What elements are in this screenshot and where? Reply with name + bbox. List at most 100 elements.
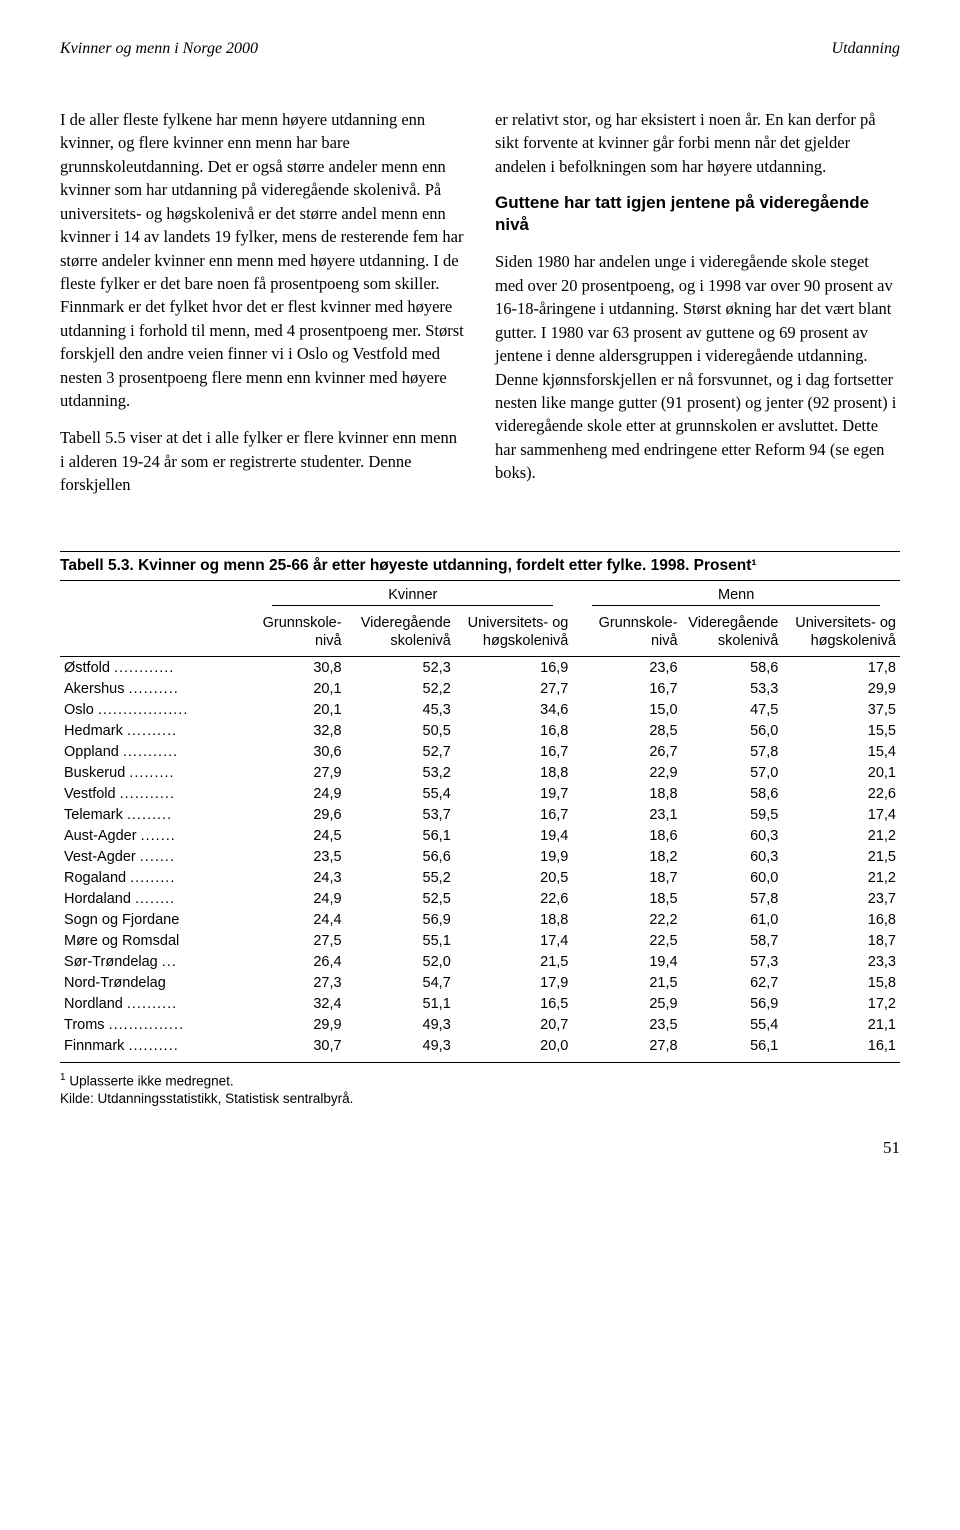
cell: 18,8 bbox=[455, 762, 573, 783]
row-label: Rogaland ......... bbox=[60, 867, 253, 888]
cell: 60,3 bbox=[682, 825, 783, 846]
cell: 18,7 bbox=[782, 930, 900, 951]
col-header: Universitets- oghøgskolenivå bbox=[782, 610, 900, 657]
cell: 56,1 bbox=[346, 825, 455, 846]
cell: 20,1 bbox=[782, 762, 900, 783]
body-columns: I de aller fleste fylkene har menn høyer… bbox=[60, 108, 900, 511]
table-caption: Tabell 5.3. Kvinner og menn 25-66 år ett… bbox=[60, 551, 900, 581]
cell: 49,3 bbox=[346, 1035, 455, 1062]
cell: 15,5 bbox=[782, 720, 900, 741]
cell: 57,0 bbox=[682, 762, 783, 783]
source-line: Kilde: Utdanningsstatistikk, Statistisk … bbox=[60, 1090, 900, 1108]
row-label: Møre og Romsdal bbox=[60, 930, 253, 951]
cell: 23,1 bbox=[572, 804, 681, 825]
footnote: 1 Uplasserte ikke medregnet. bbox=[60, 1071, 900, 1091]
row-label: Vest-Agder ....... bbox=[60, 846, 253, 867]
cell: 27,5 bbox=[253, 930, 345, 951]
cell: 21,5 bbox=[572, 972, 681, 993]
row-label: Hedmark .......... bbox=[60, 720, 253, 741]
cell: 17,8 bbox=[782, 657, 900, 679]
row-label: Aust-Agder ....... bbox=[60, 825, 253, 846]
cell: 58,6 bbox=[682, 783, 783, 804]
cell: 17,4 bbox=[782, 804, 900, 825]
row-label: Akershus .......... bbox=[60, 678, 253, 699]
cell: 30,6 bbox=[253, 741, 345, 762]
row-label: Nordland .......... bbox=[60, 993, 253, 1014]
table-row: Nordland ..........32,451,116,525,956,91… bbox=[60, 993, 900, 1014]
cell: 24,9 bbox=[253, 783, 345, 804]
row-label: Finnmark .......... bbox=[60, 1035, 253, 1062]
cell: 37,5 bbox=[782, 699, 900, 720]
cell: 24,9 bbox=[253, 888, 345, 909]
cell: 21,1 bbox=[782, 1014, 900, 1035]
table-row: Oslo ..................20,145,334,615,04… bbox=[60, 699, 900, 720]
cell: 24,5 bbox=[253, 825, 345, 846]
cell: 29,9 bbox=[782, 678, 900, 699]
col-header: Grunnskole-nivå bbox=[572, 610, 681, 657]
row-label: Troms ............... bbox=[60, 1014, 253, 1035]
section-heading: Guttene har tatt igjen jentene på videre… bbox=[495, 192, 900, 236]
cell: 18,8 bbox=[572, 783, 681, 804]
table-row: Sør-Trøndelag ...26,452,021,519,457,323,… bbox=[60, 951, 900, 972]
cell: 54,7 bbox=[346, 972, 455, 993]
cell: 23,5 bbox=[572, 1014, 681, 1035]
row-label: Buskerud ......... bbox=[60, 762, 253, 783]
cell: 32,4 bbox=[253, 993, 345, 1014]
column-left: I de aller fleste fylkene har menn høyer… bbox=[60, 108, 465, 511]
paragraph: er relativt stor, og har eksistert i noe… bbox=[495, 108, 900, 178]
cell: 16,7 bbox=[572, 678, 681, 699]
footnotes: 1 Uplasserte ikke medregnet. Kilde: Utda… bbox=[60, 1071, 900, 1109]
cell: 27,8 bbox=[572, 1035, 681, 1062]
cell: 52,0 bbox=[346, 951, 455, 972]
cell: 49,3 bbox=[346, 1014, 455, 1035]
cell: 22,6 bbox=[782, 783, 900, 804]
table-row: Østfold ............30,852,316,923,658,6… bbox=[60, 657, 900, 679]
row-label: Oppland ........... bbox=[60, 741, 253, 762]
cell: 27,7 bbox=[455, 678, 573, 699]
cell: 22,9 bbox=[572, 762, 681, 783]
cell: 20,7 bbox=[455, 1014, 573, 1035]
cell: 59,5 bbox=[682, 804, 783, 825]
cell: 34,6 bbox=[455, 699, 573, 720]
row-label: Telemark ......... bbox=[60, 804, 253, 825]
table-row: Rogaland .........24,355,220,518,760,021… bbox=[60, 867, 900, 888]
header-left: Kvinner og menn i Norge 2000 bbox=[60, 40, 258, 58]
paragraph: Tabell 5.5 viser at det i alle fylker er… bbox=[60, 426, 465, 496]
table-header-row: Grunnskole-nivå Videregåendeskolenivå Un… bbox=[60, 610, 900, 657]
group-kvinner: Kvinner bbox=[253, 581, 572, 610]
cell: 51,1 bbox=[346, 993, 455, 1014]
cell: 56,1 bbox=[682, 1035, 783, 1062]
cell: 29,9 bbox=[253, 1014, 345, 1035]
cell: 16,5 bbox=[455, 993, 573, 1014]
table-row: Hedmark ..........32,850,516,828,556,015… bbox=[60, 720, 900, 741]
cell: 27,3 bbox=[253, 972, 345, 993]
cell: 26,4 bbox=[253, 951, 345, 972]
cell: 29,6 bbox=[253, 804, 345, 825]
cell: 57,3 bbox=[682, 951, 783, 972]
cell: 21,2 bbox=[782, 867, 900, 888]
col-header: Videregåendeskolenivå bbox=[346, 610, 455, 657]
cell: 57,8 bbox=[682, 888, 783, 909]
cell: 16,7 bbox=[455, 741, 573, 762]
table-body: Østfold ............30,852,316,923,658,6… bbox=[60, 657, 900, 1062]
cell: 21,2 bbox=[782, 825, 900, 846]
page-header: Kvinner og menn i Norge 2000 Utdanning bbox=[60, 40, 900, 58]
group-menn: Menn bbox=[572, 581, 900, 610]
cell: 25,9 bbox=[572, 993, 681, 1014]
paragraph: I de aller fleste fylkene har menn høyer… bbox=[60, 108, 465, 412]
cell: 56,9 bbox=[682, 993, 783, 1014]
cell: 21,5 bbox=[455, 951, 573, 972]
cell: 28,5 bbox=[572, 720, 681, 741]
table-group-row: Kvinner Menn bbox=[60, 581, 900, 610]
cell: 55,2 bbox=[346, 867, 455, 888]
cell: 45,3 bbox=[346, 699, 455, 720]
cell: 24,4 bbox=[253, 909, 345, 930]
cell: 22,5 bbox=[572, 930, 681, 951]
cell: 55,1 bbox=[346, 930, 455, 951]
cell: 52,3 bbox=[346, 657, 455, 679]
cell: 52,7 bbox=[346, 741, 455, 762]
cell: 58,6 bbox=[682, 657, 783, 679]
col-header: Universitets- oghøgskolenivå bbox=[455, 610, 573, 657]
table-row: Buskerud .........27,953,218,822,957,020… bbox=[60, 762, 900, 783]
cell: 23,3 bbox=[782, 951, 900, 972]
